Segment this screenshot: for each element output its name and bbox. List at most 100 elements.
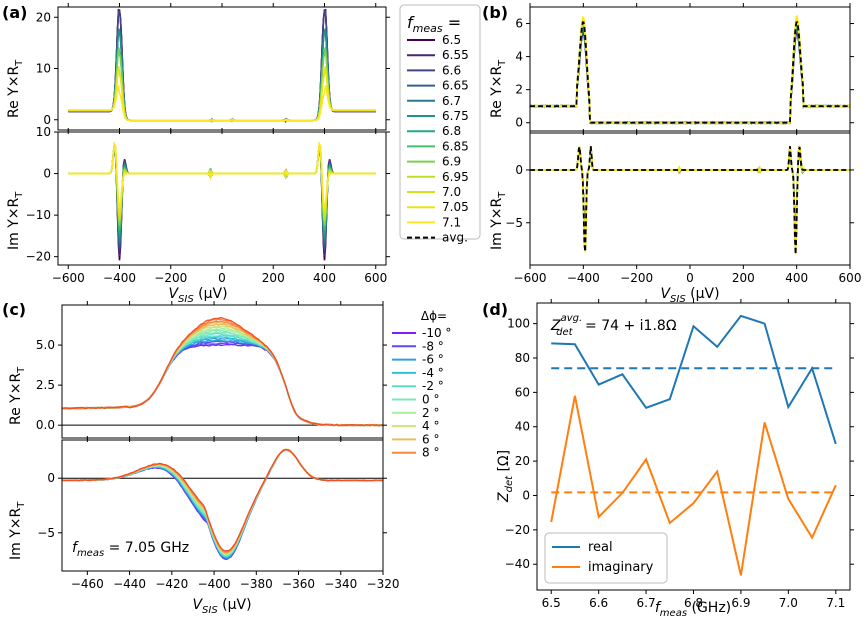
y-tick-label: 4 <box>515 50 523 64</box>
y-tick-label: 0 <box>522 488 530 502</box>
panel-label-c: (c) <box>2 300 26 319</box>
c-top-series-line <box>61 332 384 427</box>
y-tick-label: 100 <box>507 317 530 331</box>
legend-f-meas-title: fmeas = <box>407 13 461 35</box>
legend-f-meas-label: 6.8 <box>442 124 461 138</box>
y-tick-label: 0 <box>47 471 55 485</box>
x-tick-label: 600 <box>364 271 387 285</box>
y-tick-label: 10 <box>36 125 51 139</box>
x-tick-label: 400 <box>785 271 808 285</box>
panel-c-top-yticks: 0.0 2.5 5.0 <box>36 338 387 432</box>
legend-delta-phi-label: 4 ° <box>422 419 439 433</box>
legend-real-imag: real imaginary <box>544 532 668 584</box>
c-bottom-series-line <box>61 449 384 556</box>
panel-b-bottom-xticks: −600 −400 −200 0 200 400 600 <box>514 129 862 285</box>
legend-delta-phi-label: 2 ° <box>422 406 439 420</box>
panel-d-curves <box>550 314 837 576</box>
x-tick-label: 0 <box>686 271 694 285</box>
x-tick-label: −340 <box>324 577 357 591</box>
panel-c-top-ylabel: Re Y×RT <box>8 366 27 425</box>
d-real-line <box>551 314 837 445</box>
x-tick-label: 6.9 <box>731 596 750 610</box>
legend-f-meas-label: 6.95 <box>442 170 469 184</box>
x-tick-label: 6.6 <box>589 596 608 610</box>
panel-c-top-frame <box>61 304 384 439</box>
c-bottom-series-line <box>62 448 384 552</box>
panel-label-b: (b) <box>482 3 508 22</box>
y-tick-label: 2.5 <box>36 378 55 392</box>
x-tick-label: −420 <box>155 577 188 591</box>
panel-b-bottom-yticks: −5 0 <box>505 163 854 230</box>
a-bottom-series-line <box>68 141 376 209</box>
panel-c-bottom-frame <box>61 439 384 572</box>
panel-a-xlabel: VSIS (μV) <box>168 286 227 305</box>
legend-imaginary-label: imaginary <box>588 560 654 575</box>
x-tick-label: −600 <box>514 271 547 285</box>
a-bottom-series-line <box>68 144 376 239</box>
legend-delta-phi-label: -6 ° <box>422 353 444 367</box>
panel-label-a: (a) <box>2 3 27 22</box>
y-tick-label: 40 <box>515 420 530 434</box>
x-tick-label: 600 <box>839 271 862 285</box>
y-tick-label: 0.0 <box>36 418 55 432</box>
panel-label-d: (d) <box>482 300 508 319</box>
panel-d-yticks: −40 −20 0 20 40 60 80 100 <box>505 317 854 571</box>
legend-real-imag-frame <box>544 532 668 584</box>
y-tick-label: −40 <box>505 557 530 571</box>
legend-f-meas-label: 6.55 <box>442 48 469 62</box>
panel-b-top-curves <box>529 14 851 125</box>
panel-c-fmeas-annotation: fmeas = 7.05 GHz <box>72 540 189 559</box>
y-tick-label: 0 <box>43 113 51 127</box>
a-top-series-line <box>68 85 376 122</box>
legend-f-meas-label: 7.05 <box>442 200 469 214</box>
panel-b-top-yticks: 0 2 4 6 <box>515 17 854 130</box>
c-top-series-line <box>61 336 384 427</box>
c-bottom-series-line <box>61 448 384 554</box>
panel-c: (c) 0.02.55.0 Re Y×RT −50 −460 −440 −420 −4… <box>2 300 399 616</box>
x-tick-label: 7.0 <box>779 596 798 610</box>
x-tick-label: −200 <box>620 271 653 285</box>
legend-f-meas-label: 6.75 <box>442 109 469 123</box>
a-bottom-series-line <box>68 144 376 230</box>
y-tick-label: −5 <box>37 526 55 540</box>
legend-real-label: real <box>588 540 613 555</box>
panel-d: (d) −40 −20 0 20 40 60 80 100 6.5 6.6 6.7 6.8 6.9 7.… <box>482 299 854 617</box>
legend-f-meas-label: avg. <box>442 231 468 245</box>
y-tick-label: 5.0 <box>36 338 55 352</box>
x-tick-label: 6.5 <box>542 596 561 610</box>
legend-delta-phi-label: 0 ° <box>422 393 439 407</box>
legend-delta-phi-items: -10 °-8 °-6 °-4 °-2 °0 °2 °4 °6 °8 ° <box>392 326 451 460</box>
c-top-series-line <box>61 331 384 427</box>
legend-f-meas-label: 6.85 <box>442 139 469 153</box>
legend-delta-phi-label: -4 ° <box>422 366 444 380</box>
legend-delta-phi-label: -8 ° <box>422 339 444 353</box>
legend-delta-phi-label: 8 ° <box>422 446 439 460</box>
legend-f-meas-label: 7.1 <box>442 215 461 229</box>
x-tick-label: −400 <box>567 271 600 285</box>
y-tick-label: 60 <box>515 385 530 399</box>
legend-f-meas-label: 6.5 <box>442 33 461 47</box>
x-tick-label: −400 <box>103 271 136 285</box>
x-tick-label: 400 <box>313 271 336 285</box>
a-bottom-series-line <box>68 144 376 222</box>
panel-b-bottom-curves <box>530 145 850 255</box>
y-tick-label: −5 <box>505 216 523 230</box>
y-tick-label: 0 <box>515 163 523 177</box>
panel-a-bottom-curves <box>68 141 376 261</box>
x-tick-label: 7.1 <box>826 596 845 610</box>
c-top-series-line <box>61 321 384 427</box>
y-tick-label: −20 <box>505 523 530 537</box>
legend-f-meas-label: 6.7 <box>442 94 461 108</box>
panel-a-bottom-xticks: −600 −400 −200 0 200 400 600 <box>52 128 387 285</box>
panel-c-bottom-yticks: −5 0 <box>37 471 387 540</box>
c-bottom-series-line <box>62 448 384 555</box>
c-top-series-line <box>62 334 384 427</box>
y-tick-label: 0 <box>43 167 51 181</box>
c-top-series-line <box>61 337 384 427</box>
x-tick-label: −460 <box>71 577 104 591</box>
x-tick-label: −600 <box>52 271 85 285</box>
a-bottom-series-line <box>68 141 376 213</box>
x-tick-label: −200 <box>154 271 187 285</box>
